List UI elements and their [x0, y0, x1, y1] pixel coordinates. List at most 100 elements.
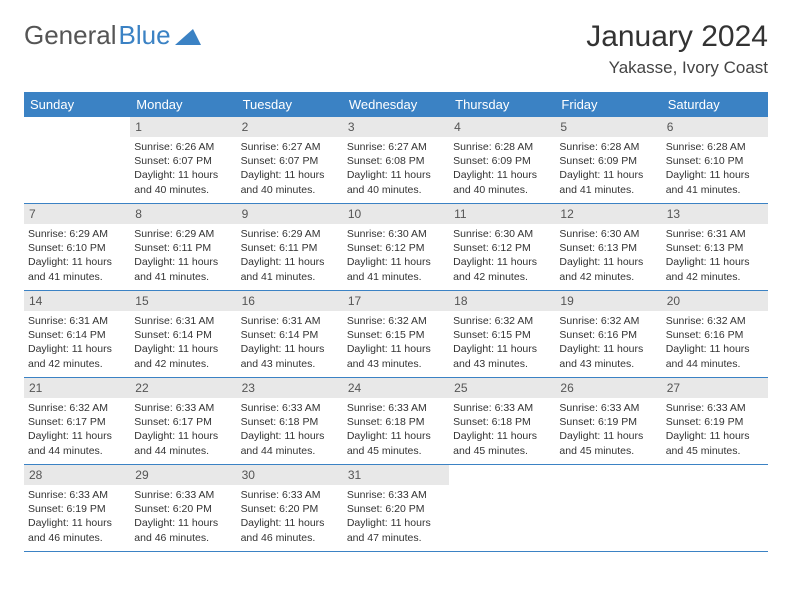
sunset-text: Sunset: 6:11 PM [134, 241, 232, 255]
day-info: Sunrise: 6:29 AMSunset: 6:10 PMDaylight:… [28, 227, 126, 284]
sunrise-text: Sunrise: 6:33 AM [241, 401, 339, 415]
sunrise-text: Sunrise: 6:33 AM [241, 488, 339, 502]
day-number: 3 [343, 117, 449, 137]
header: GeneralBlue January 2024 Yakasse, Ivory … [24, 20, 768, 78]
week-row: 14Sunrise: 6:31 AMSunset: 6:14 PMDayligh… [24, 291, 768, 378]
day-number: 12 [555, 204, 661, 224]
day-number: 10 [343, 204, 449, 224]
day-info: Sunrise: 6:28 AMSunset: 6:09 PMDaylight:… [453, 140, 551, 197]
day-info: Sunrise: 6:33 AMSunset: 6:19 PMDaylight:… [559, 401, 657, 458]
day-info: Sunrise: 6:30 AMSunset: 6:13 PMDaylight:… [559, 227, 657, 284]
day-number: 24 [343, 378, 449, 398]
calendar-cell: 30 Sunrise: 6:33 AMSunset: 6:20 PMDayligh… [237, 465, 343, 551]
logo-icon [175, 27, 201, 45]
day-header-row: SundayMondayTuesdayWednesdayThursdayFrid… [24, 92, 768, 117]
day-info: Sunrise: 6:32 AMSunset: 6:15 PMDaylight:… [453, 314, 551, 371]
day-info: Sunrise: 6:29 AMSunset: 6:11 PMDaylight:… [241, 227, 339, 284]
day-info: Sunrise: 6:31 AMSunset: 6:13 PMDaylight:… [666, 227, 764, 284]
logo: GeneralBlue [24, 20, 201, 51]
day-info: Sunrise: 6:28 AMSunset: 6:09 PMDaylight:… [559, 140, 657, 197]
day-info: Sunrise: 6:31 AMSunset: 6:14 PMDaylight:… [134, 314, 232, 371]
day-number: 28 [24, 465, 130, 485]
sunset-text: Sunset: 6:19 PM [559, 415, 657, 429]
calendar-cell [24, 117, 130, 203]
daylight-text: Daylight: 11 hours and 44 minutes. [666, 342, 764, 370]
day-number: 7 [24, 204, 130, 224]
sunrise-text: Sunrise: 6:27 AM [347, 140, 445, 154]
day-number: 9 [237, 204, 343, 224]
day-info: Sunrise: 6:28 AMSunset: 6:10 PMDaylight:… [666, 140, 764, 197]
sunrise-text: Sunrise: 6:32 AM [453, 314, 551, 328]
daylight-text: Daylight: 11 hours and 44 minutes. [134, 429, 232, 457]
day-number: 29 [130, 465, 236, 485]
sunset-text: Sunset: 6:20 PM [134, 502, 232, 516]
sunrise-text: Sunrise: 6:31 AM [666, 227, 764, 241]
calendar-cell: 2Sunrise: 6:27 AMSunset: 6:07 PMDaylight… [237, 117, 343, 203]
day-header-cell: Tuesday [237, 92, 343, 117]
calendar-cell: 31Sunrise: 6:33 AMSunset: 6:20 PMDayligh… [343, 465, 449, 551]
sunset-text: Sunset: 6:13 PM [666, 241, 764, 255]
sunset-text: Sunset: 6:14 PM [134, 328, 232, 342]
daylight-text: Daylight: 11 hours and 40 minutes. [134, 168, 232, 196]
day-info: Sunrise: 6:33 AMSunset: 6:19 PMDaylight:… [28, 488, 126, 545]
calendar-cell: 5Sunrise: 6:28 AMSunset: 6:09 PMDaylight… [555, 117, 661, 203]
calendar-cell: 28 Sunrise: 6:33 AMSunset: 6:19 PMDayligh… [24, 465, 130, 551]
calendar-cell: 25 Sunrise: 6:33 AMSunset: 6:18 PMDayligh… [449, 378, 555, 464]
sunrise-text: Sunrise: 6:27 AM [241, 140, 339, 154]
calendar-cell: 29Sunrise: 6:33 AMSunset: 6:20 PMDayligh… [130, 465, 236, 551]
week-row: 21Sunrise: 6:32 AMSunset: 6:17 PMDayligh… [24, 378, 768, 465]
sunrise-text: Sunrise: 6:31 AM [28, 314, 126, 328]
day-info: Sunrise: 6:30 AMSunset: 6:12 PMDaylight:… [453, 227, 551, 284]
daylight-text: Daylight: 11 hours and 40 minutes. [453, 168, 551, 196]
day-info: Sunrise: 6:33 AMSunset: 6:18 PMDaylight:… [241, 401, 339, 458]
logo-text1: General [24, 20, 117, 51]
daylight-text: Daylight: 11 hours and 42 minutes. [28, 342, 126, 370]
calendar-cell: 11Sunrise: 6:30 AMSunset: 6:12 PMDayligh… [449, 204, 555, 290]
day-info: Sunrise: 6:33 AMSunset: 6:20 PMDaylight:… [241, 488, 339, 545]
daylight-text: Daylight: 11 hours and 41 minutes. [134, 255, 232, 283]
calendar-cell: 9 Sunrise: 6:29 AMSunset: 6:11 PMDaylight… [237, 204, 343, 290]
daylight-text: Daylight: 11 hours and 41 minutes. [28, 255, 126, 283]
calendar-cell: 26Sunrise: 6:33 AMSunset: 6:19 PMDayligh… [555, 378, 661, 464]
sunrise-text: Sunrise: 6:26 AM [134, 140, 232, 154]
sunrise-text: Sunrise: 6:32 AM [559, 314, 657, 328]
sunset-text: Sunset: 6:10 PM [28, 241, 126, 255]
day-info: Sunrise: 6:32 AMSunset: 6:16 PMDaylight:… [666, 314, 764, 371]
day-header-cell: Thursday [449, 92, 555, 117]
calendar-cell: 17Sunrise: 6:32 AMSunset: 6:15 PMDayligh… [343, 291, 449, 377]
day-info: Sunrise: 6:33 AMSunset: 6:19 PMDaylight:… [666, 401, 764, 458]
daylight-text: Daylight: 11 hours and 45 minutes. [347, 429, 445, 457]
daylight-text: Daylight: 11 hours and 46 minutes. [241, 516, 339, 544]
day-number: 30 [237, 465, 343, 485]
month-title: January 2024 [586, 20, 768, 54]
sunrise-text: Sunrise: 6:32 AM [666, 314, 764, 328]
day-info: Sunrise: 6:31 AMSunset: 6:14 PMDaylight:… [241, 314, 339, 371]
calendar-cell: 15Sunrise: 6:31 AMSunset: 6:14 PMDayligh… [130, 291, 236, 377]
sunrise-text: Sunrise: 6:29 AM [134, 227, 232, 241]
sunrise-text: Sunrise: 6:33 AM [134, 488, 232, 502]
day-number: 1 [130, 117, 236, 137]
daylight-text: Daylight: 11 hours and 43 minutes. [559, 342, 657, 370]
day-number: 20 [662, 291, 768, 311]
day-number: 23 [237, 378, 343, 398]
day-number: 13 [662, 204, 768, 224]
location: Yakasse, Ivory Coast [586, 58, 768, 78]
daylight-text: Daylight: 11 hours and 42 minutes. [559, 255, 657, 283]
daylight-text: Daylight: 11 hours and 41 minutes. [347, 255, 445, 283]
sunset-text: Sunset: 6:08 PM [347, 154, 445, 168]
calendar: SundayMondayTuesdayWednesdayThursdayFrid… [24, 92, 768, 552]
day-number: 25 [449, 378, 555, 398]
sunset-text: Sunset: 6:12 PM [347, 241, 445, 255]
sunrise-text: Sunrise: 6:33 AM [559, 401, 657, 415]
sunset-text: Sunset: 6:12 PM [453, 241, 551, 255]
day-number: 27 [662, 378, 768, 398]
day-info: Sunrise: 6:32 AMSunset: 6:15 PMDaylight:… [347, 314, 445, 371]
sunrise-text: Sunrise: 6:32 AM [28, 401, 126, 415]
sunrise-text: Sunrise: 6:30 AM [453, 227, 551, 241]
calendar-cell [555, 465, 661, 551]
sunrise-text: Sunrise: 6:32 AM [347, 314, 445, 328]
day-info: Sunrise: 6:33 AMSunset: 6:18 PMDaylight:… [453, 401, 551, 458]
sunset-text: Sunset: 6:16 PM [559, 328, 657, 342]
calendar-cell: 20 Sunrise: 6:32 AMSunset: 6:16 PMDayligh… [662, 291, 768, 377]
daylight-text: Daylight: 11 hours and 43 minutes. [241, 342, 339, 370]
